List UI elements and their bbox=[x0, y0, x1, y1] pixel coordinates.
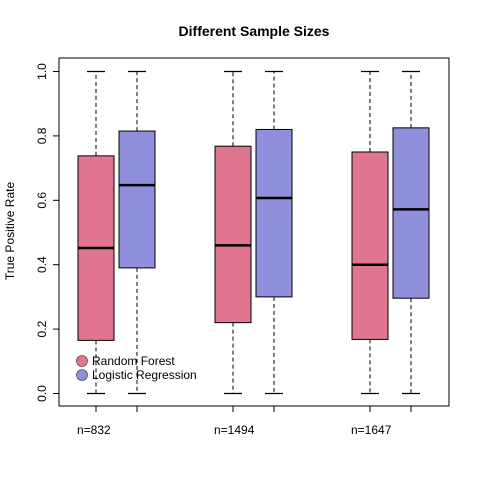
legend-swatch bbox=[76, 355, 88, 367]
x-group-label: n=1494 bbox=[214, 423, 255, 437]
y-tick-label: 0.8 bbox=[35, 127, 49, 144]
y-tick-label: 1.0 bbox=[35, 63, 49, 80]
y-tick-label: 0.2 bbox=[35, 320, 49, 337]
box-logistic-regression bbox=[118, 130, 156, 269]
y-axis-label: True Positive Rate bbox=[3, 182, 17, 281]
x-group-label: n=1647 bbox=[351, 423, 392, 437]
box-logistic-regression bbox=[255, 128, 293, 298]
plot-layer: 0.0 0.2 0.4 0.6 0.8 1.0 n=832 n=1494 n=1647 Rando… bbox=[35, 63, 430, 437]
y-tick-label: 0.0 bbox=[35, 385, 49, 402]
legend-label: Random Forest bbox=[92, 354, 175, 368]
legend-label: Logistic Regression bbox=[92, 368, 197, 382]
y-tick-label: 0.6 bbox=[35, 192, 49, 209]
y-tick-label: 0.4 bbox=[35, 256, 49, 273]
x-group-label: n=832 bbox=[77, 423, 111, 437]
box-random-forest bbox=[214, 145, 252, 324]
box-logistic-regression bbox=[392, 127, 430, 299]
legend-swatch bbox=[76, 369, 88, 381]
box-random-forest bbox=[351, 151, 389, 340]
chart-title: Different Sample Sizes bbox=[179, 23, 330, 39]
